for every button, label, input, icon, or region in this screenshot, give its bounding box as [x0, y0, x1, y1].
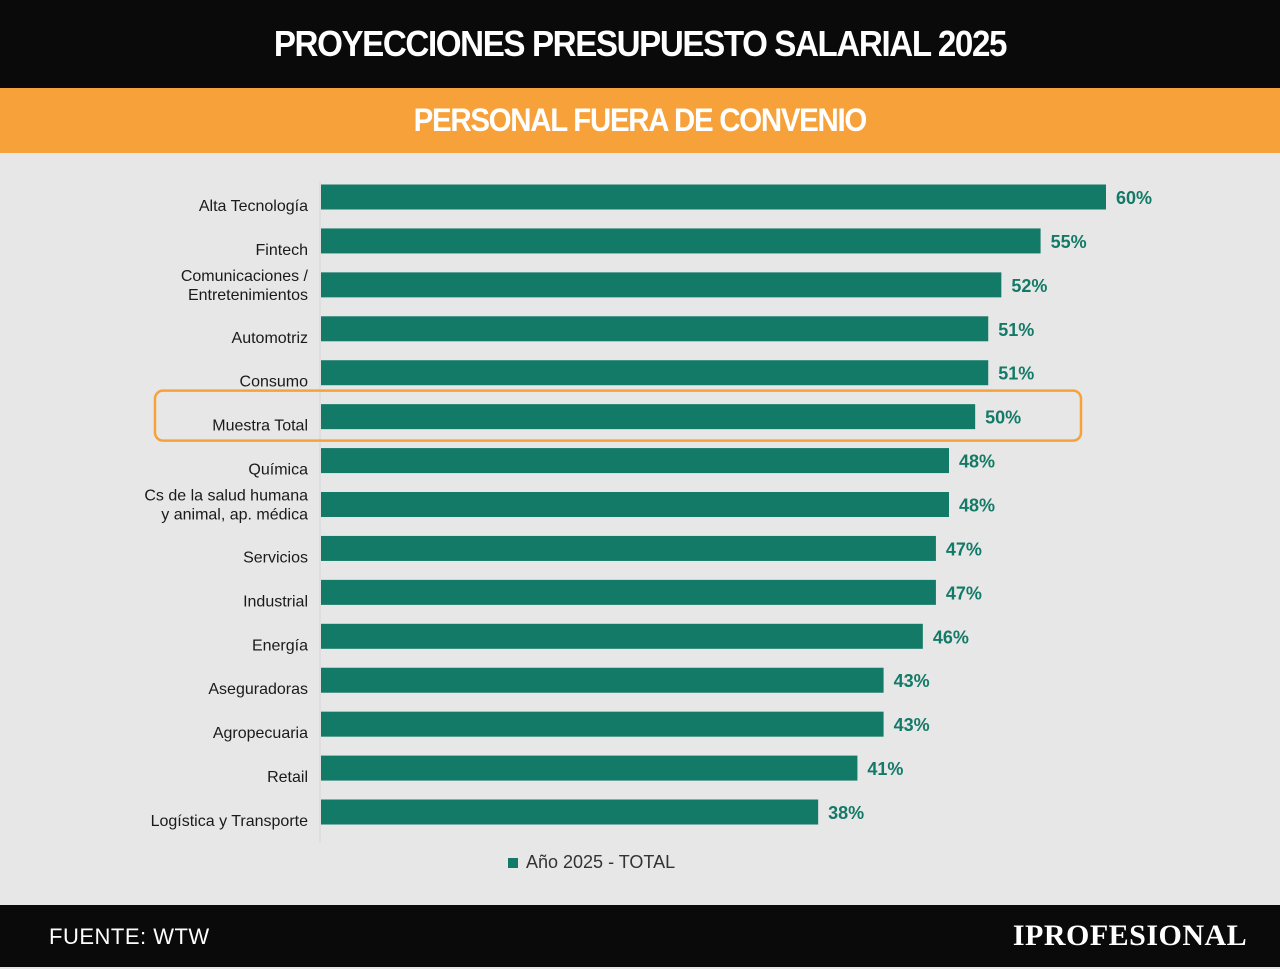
- legend: Año 2025 - TOTAL: [508, 852, 675, 873]
- page-title: PROYECCIONES PRESUPUESTO SALARIAL 2025: [273, 23, 1008, 64]
- category-label: Retail: [267, 769, 308, 786]
- bar-value-label: 52%: [1011, 276, 1047, 296]
- bar-value-label: 51%: [998, 320, 1034, 340]
- category-label: Muestra Total: [212, 418, 308, 435]
- bar-chart: 60% Alta Tecnología 55% Fintech 52% Comunicac…: [144, 181, 1152, 843]
- bar: [321, 579, 936, 605]
- category-label: Fintech: [256, 242, 308, 259]
- bar: [321, 184, 1106, 210]
- highlight-box: [153, 389, 1083, 442]
- bar-value-label: 47%: [946, 583, 982, 603]
- bar-value-label: 60%: [1116, 188, 1152, 208]
- bar: [321, 755, 858, 781]
- bar: [321, 272, 1002, 298]
- brand-logo: IPROFESIONAL: [1012, 919, 1248, 952]
- category-label: y animal, ap. médica: [161, 507, 308, 524]
- bar-value-label: 51%: [998, 364, 1034, 384]
- bar: [321, 360, 989, 386]
- category-label: Agropecuaria: [213, 725, 308, 742]
- bar-value-label: 38%: [828, 803, 864, 823]
- bar: [321, 228, 1041, 254]
- bar-value-label: 50%: [985, 408, 1021, 428]
- bar-value-label: 43%: [894, 715, 930, 735]
- category-label: Consumo: [240, 374, 309, 391]
- brand-box: IPROFESIONAL: [980, 905, 1280, 967]
- category-label: Química: [248, 462, 308, 479]
- category-label: Logística y Transporte: [151, 813, 309, 830]
- footer-bar: FUENTE: WTW IPROFESIONAL: [0, 905, 1280, 967]
- bar-value-label: 48%: [959, 496, 995, 516]
- category-label: Comunicaciones /: [181, 268, 309, 285]
- bar: [321, 404, 976, 430]
- page-subtitle: PERSONAL FUERA DE CONVENIO: [413, 102, 868, 138]
- category-label: Industrial: [243, 593, 308, 610]
- category-label: Alta Tecnología: [199, 198, 308, 215]
- category-label: Automotriz: [232, 330, 308, 347]
- legend-swatch: [508, 857, 518, 868]
- bar-value-label: 55%: [1051, 232, 1087, 252]
- category-label: Servicios: [243, 549, 308, 566]
- bar-value-label: 46%: [933, 627, 969, 647]
- bar: [321, 448, 949, 474]
- bar-value-label: 47%: [946, 539, 982, 559]
- bar: [321, 316, 989, 342]
- bar: [321, 711, 884, 737]
- header-bar: PROYECCIONES PRESUPUESTO SALARIAL 2025: [0, 0, 1280, 88]
- legend-label: Año 2025 - TOTAL: [526, 852, 676, 872]
- category-label: Energía: [252, 637, 308, 654]
- bar-value-label: 43%: [894, 671, 930, 691]
- chart-area: 60% Alta Tecnología 55% Fintech 52% Comunicac…: [0, 153, 1280, 905]
- category-label: Entretenimientos: [188, 287, 308, 304]
- category-label: Cs de la salud humana: [144, 488, 308, 505]
- category-label: Aseguradoras: [208, 681, 308, 698]
- bar: [321, 623, 923, 649]
- bar-value-label: 48%: [959, 452, 995, 472]
- bar-value-label: 41%: [867, 759, 903, 779]
- subheader-bar: PERSONAL FUERA DE CONVENIO: [0, 88, 1280, 153]
- bar: [321, 667, 884, 693]
- source-text: FUENTE: WTW: [49, 924, 210, 949]
- bar: [321, 799, 819, 825]
- bar: [321, 535, 936, 561]
- bar: [321, 492, 949, 518]
